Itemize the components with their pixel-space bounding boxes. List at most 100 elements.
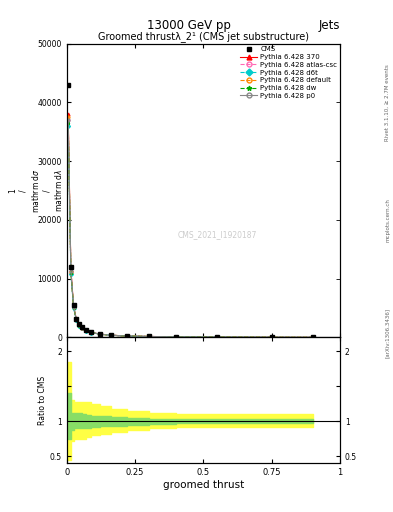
Pythia 6.428 atlas-csc <box>215 334 219 340</box>
Pythia 6.428 370 <box>108 332 113 338</box>
Pythia 6.428 370 <box>77 322 81 328</box>
Pythia 6.428 default <box>79 325 84 331</box>
CMS <box>310 334 315 340</box>
Y-axis label: Ratio to CMS: Ratio to CMS <box>38 376 47 425</box>
Pythia 6.428 370 <box>68 267 73 273</box>
Pythia 6.428 atlas-csc <box>84 327 88 333</box>
Pythia 6.428 370 <box>71 304 76 310</box>
Pythia 6.428 default <box>66 114 70 120</box>
Pythia 6.428 dw <box>108 332 113 338</box>
Pythia 6.428 d6t <box>269 334 274 340</box>
Pythia 6.428 default <box>215 334 219 340</box>
Line: CMS: CMS <box>66 83 314 339</box>
Line: Pythia 6.428 atlas-csc: Pythia 6.428 atlas-csc <box>67 119 314 339</box>
Pythia 6.428 p0 <box>74 316 79 323</box>
CMS <box>97 331 102 337</box>
X-axis label: groomed thrust: groomed thrust <box>163 480 244 490</box>
Pythia 6.428 d6t <box>89 329 94 335</box>
Y-axis label: 1
/
mathrm d$\sigma$
/
mathrm d$\lambda$: 1 / mathrm d$\sigma$ / mathrm d$\lambda$ <box>9 168 64 213</box>
Pythia 6.428 d6t <box>66 123 70 129</box>
Pythia 6.428 p0 <box>77 322 81 328</box>
CMS <box>146 333 151 339</box>
Legend: CMS, Pythia 6.428 370, Pythia 6.428 atlas-csc, Pythia 6.428 d6t, Pythia 6.428 de: CMS, Pythia 6.428 370, Pythia 6.428 atla… <box>239 45 338 100</box>
Pythia 6.428 dw <box>68 270 73 276</box>
Pythia 6.428 atlas-csc <box>146 333 151 339</box>
Pythia 6.428 370 <box>125 333 129 339</box>
Pythia 6.428 p0 <box>125 333 129 339</box>
Pythia 6.428 p0 <box>146 333 151 339</box>
Pythia 6.428 atlas-csc <box>77 322 81 328</box>
Pythia 6.428 370 <box>174 334 178 340</box>
Pythia 6.428 default <box>310 334 315 340</box>
Pythia 6.428 p0 <box>89 329 94 335</box>
CMS <box>79 324 84 330</box>
CMS <box>74 315 79 322</box>
Pythia 6.428 default <box>68 268 73 274</box>
Pythia 6.428 atlas-csc <box>174 334 178 340</box>
Pythia 6.428 dw <box>77 323 81 329</box>
Pythia 6.428 default <box>84 327 88 333</box>
Pythia 6.428 p0 <box>71 304 76 310</box>
Pythia 6.428 dw <box>97 331 102 337</box>
Pythia 6.428 p0 <box>310 334 315 340</box>
Text: [arXiv:1306.3436]: [arXiv:1306.3436] <box>385 308 390 358</box>
Pythia 6.428 370 <box>146 333 151 339</box>
Pythia 6.428 dw <box>174 334 178 340</box>
Pythia 6.428 370 <box>310 334 315 340</box>
Pythia 6.428 atlas-csc <box>108 332 113 338</box>
Line: Pythia 6.428 d6t: Pythia 6.428 d6t <box>67 124 314 339</box>
Pythia 6.428 370 <box>215 334 219 340</box>
CMS <box>71 302 76 308</box>
Pythia 6.428 d6t <box>68 271 73 277</box>
Pythia 6.428 default <box>97 331 102 337</box>
Pythia 6.428 d6t <box>71 305 76 311</box>
CMS <box>84 327 88 333</box>
CMS <box>108 332 113 338</box>
Pythia 6.428 atlas-csc <box>97 331 102 337</box>
CMS <box>66 81 70 88</box>
Pythia 6.428 370 <box>66 111 70 117</box>
Pythia 6.428 p0 <box>174 334 178 340</box>
Pythia 6.428 default <box>174 334 178 340</box>
Pythia 6.428 370 <box>74 316 79 322</box>
Pythia 6.428 d6t <box>79 325 84 331</box>
Pythia 6.428 atlas-csc <box>74 317 79 323</box>
Pythia 6.428 p0 <box>79 325 84 331</box>
CMS <box>269 334 274 340</box>
Pythia 6.428 dw <box>66 120 70 126</box>
Pythia 6.428 atlas-csc <box>71 304 76 310</box>
Pythia 6.428 dw <box>79 325 84 331</box>
Pythia 6.428 d6t <box>84 328 88 334</box>
Title: Groomed thrustλ_2¹ (CMS jet substructure): Groomed thrustλ_2¹ (CMS jet substructure… <box>98 31 309 42</box>
Pythia 6.428 p0 <box>108 332 113 338</box>
Pythia 6.428 d6t <box>310 334 315 340</box>
Pythia 6.428 p0 <box>269 334 274 340</box>
CMS <box>68 264 73 270</box>
Pythia 6.428 atlas-csc <box>125 333 129 339</box>
Pythia 6.428 dw <box>84 328 88 334</box>
Pythia 6.428 d6t <box>215 334 219 340</box>
Pythia 6.428 d6t <box>97 331 102 337</box>
Pythia 6.428 dw <box>146 333 151 339</box>
Pythia 6.428 p0 <box>215 334 219 340</box>
CMS <box>174 334 178 340</box>
CMS <box>215 334 219 340</box>
Pythia 6.428 default <box>74 316 79 323</box>
Line: Pythia 6.428 default: Pythia 6.428 default <box>67 116 314 339</box>
Pythia 6.428 d6t <box>108 332 113 338</box>
CMS <box>77 322 81 328</box>
Pythia 6.428 p0 <box>66 117 70 123</box>
Text: mcplots.cern.ch: mcplots.cern.ch <box>385 198 390 242</box>
Pythia 6.428 default <box>108 332 113 338</box>
Pythia 6.428 atlas-csc <box>68 270 73 276</box>
Pythia 6.428 dw <box>71 305 76 311</box>
Line: Pythia 6.428 dw: Pythia 6.428 dw <box>67 121 314 339</box>
Pythia 6.428 p0 <box>97 331 102 337</box>
Pythia 6.428 default <box>89 329 94 335</box>
Pythia 6.428 default <box>125 333 129 339</box>
Pythia 6.428 dw <box>74 317 79 323</box>
Pythia 6.428 default <box>146 333 151 339</box>
Pythia 6.428 dw <box>269 334 274 340</box>
Text: Jets: Jets <box>318 19 340 32</box>
Pythia 6.428 d6t <box>77 323 81 329</box>
